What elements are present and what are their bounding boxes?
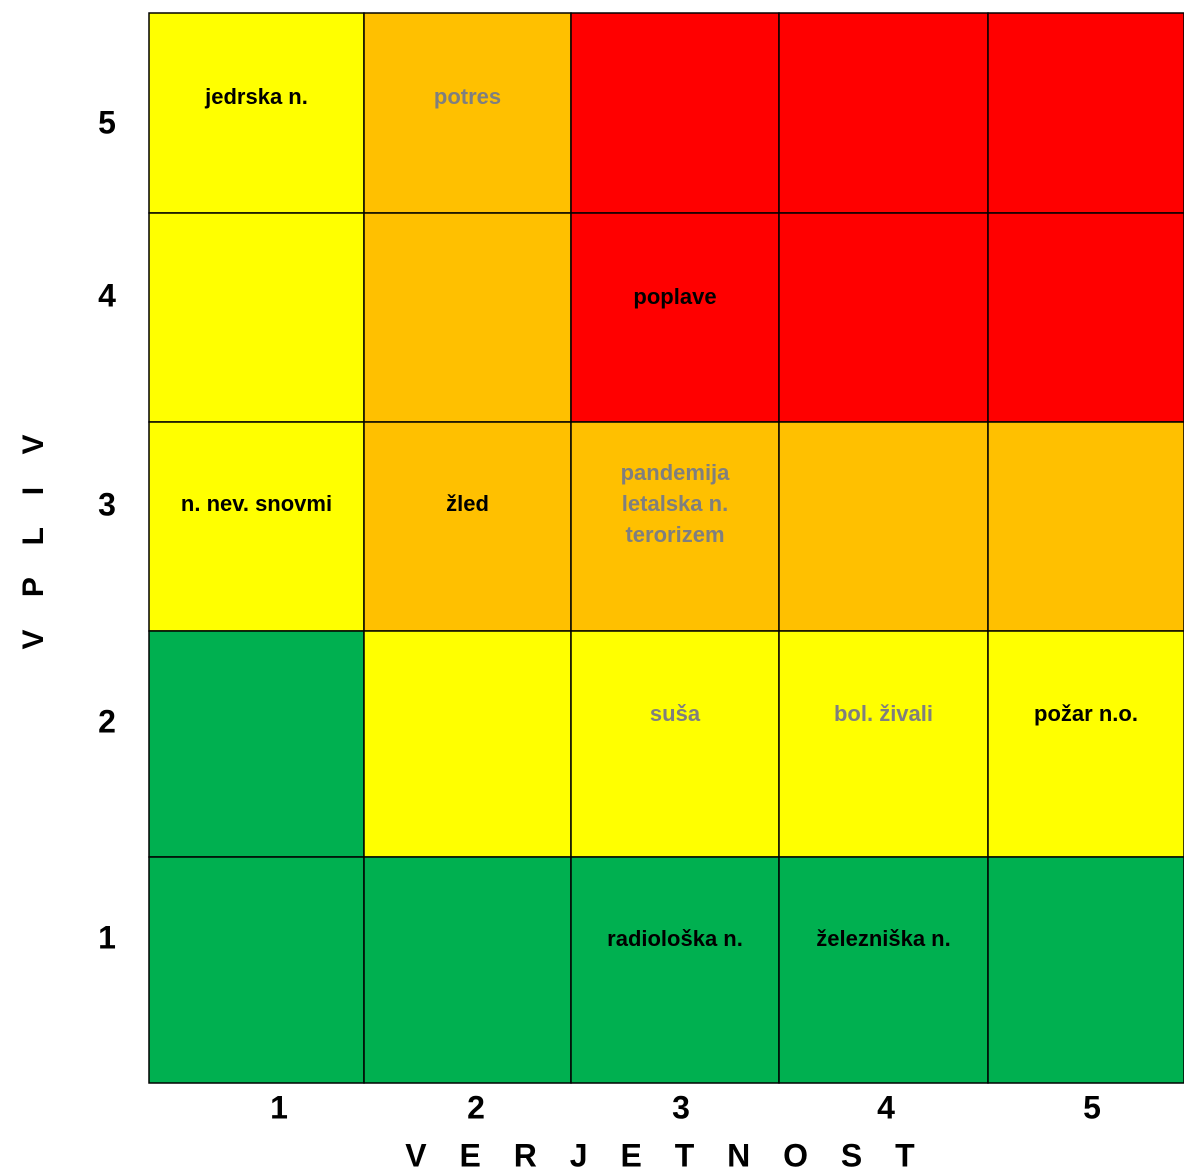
y-tick-label: 2 — [98, 703, 116, 739]
cell-label: letalska n. — [622, 491, 728, 516]
matrix-cell — [987, 856, 1184, 1084]
cell-label: železniška n. — [816, 926, 951, 951]
matrix-cell — [778, 856, 989, 1084]
x-tick-label: 2 — [467, 1089, 485, 1125]
cell-label: jedrska n. — [204, 84, 308, 109]
matrix-cell — [148, 856, 365, 1084]
matrix-cell — [987, 421, 1184, 632]
matrix-cell — [570, 630, 780, 858]
matrix-cell — [148, 630, 365, 858]
matrix-cell — [987, 12, 1184, 214]
matrix-cells: jedrska n. potres poplave n. nev. snovmi žle… — [148, 12, 1184, 1084]
matrix-cell — [570, 12, 780, 214]
cell-label: poplave — [633, 284, 716, 309]
cell-label: požar n.o. — [1034, 701, 1138, 726]
x-tick-label: 4 — [877, 1089, 895, 1125]
matrix-cell — [148, 421, 365, 632]
cell-label: n. nev. snovmi — [181, 491, 332, 516]
cell-label: terorizem — [625, 522, 724, 547]
y-tick-label: 1 — [98, 919, 116, 955]
x-tick-label: 1 — [270, 1089, 288, 1125]
y-tick-label: 3 — [98, 486, 116, 522]
matrix-cell — [363, 12, 572, 214]
matrix-cell — [570, 421, 780, 632]
matrix-cell — [570, 856, 780, 1084]
matrix-cell — [570, 212, 780, 423]
cell-label: bol. živali — [834, 701, 933, 726]
y-tick-label: 5 — [98, 104, 116, 140]
x-tick-label: 3 — [672, 1089, 690, 1125]
matrix-cell — [363, 421, 572, 632]
x-tick-label: 5 — [1083, 1089, 1101, 1125]
y-axis-title: V P L I V — [17, 422, 50, 650]
y-tick-label: 4 — [98, 277, 116, 313]
axis-ticks: 1 2 3 4 5 1 2 3 4 5 — [98, 104, 1101, 1125]
matrix-cell — [148, 12, 365, 214]
matrix-cell — [363, 630, 572, 858]
matrix-cell — [363, 856, 572, 1084]
matrix-cell — [148, 212, 365, 423]
matrix-cell — [778, 421, 989, 632]
cell-label: suša — [650, 701, 701, 726]
matrix-cell — [778, 630, 989, 858]
x-axis-title: V E R J E T N O S T — [405, 1137, 927, 1174]
matrix-cell — [363, 212, 572, 423]
matrix-cell — [778, 212, 989, 423]
cell-label: pandemija — [621, 460, 731, 485]
cell-label: radiološka n. — [607, 926, 743, 951]
matrix-cell — [987, 630, 1184, 858]
cell-label: žled — [446, 491, 489, 516]
matrix-cell — [987, 212, 1184, 423]
matrix-cell — [778, 12, 989, 214]
cell-label: potres — [434, 84, 501, 109]
